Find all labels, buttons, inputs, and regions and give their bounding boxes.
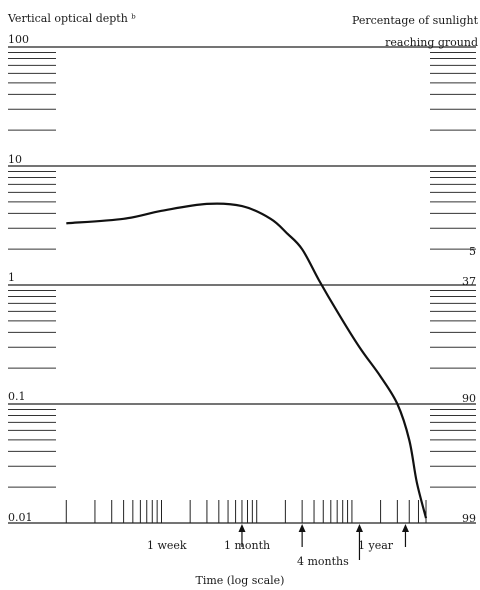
optical-depth-curve xyxy=(66,202,428,519)
right-tick-label: 90 xyxy=(462,392,476,405)
arrow-1-year-head xyxy=(401,524,409,532)
y-tick-label: 1 xyxy=(8,271,15,284)
event-label-1-year: 1 year xyxy=(358,539,394,552)
arrow-1-month-head xyxy=(298,524,306,532)
right-axis-title-line2: reaching ground xyxy=(385,36,478,49)
x-axis-title: Time (log scale) xyxy=(196,574,285,587)
major-gridlines xyxy=(8,46,476,524)
event-label-1-month: 1 month xyxy=(224,539,270,552)
right-tick-label: 5 xyxy=(469,245,476,258)
y-tick-label: 0.01 xyxy=(8,511,33,524)
event-label-1-week: 1 week xyxy=(147,539,187,552)
left-minor-ticks xyxy=(8,51,56,488)
right-tick-label: 99 xyxy=(462,512,476,525)
event-label-4-months: 4 months xyxy=(297,555,349,568)
y-tick-label: 0.1 xyxy=(8,390,26,403)
arrow-1-week-head xyxy=(238,524,246,532)
y-tick-label: 100 xyxy=(8,33,29,46)
left-axis-title: Vertical optical depth ᵇ xyxy=(7,12,136,25)
right-tick-label: 37 xyxy=(462,275,476,288)
right-axis-title-line1: Percentage of sunlight xyxy=(352,14,479,27)
curve-layer xyxy=(66,202,428,519)
x-minor-ticks xyxy=(65,500,427,523)
y-tick-label: 10 xyxy=(8,153,22,166)
arrow-4-months-head xyxy=(355,524,363,532)
event-arrows xyxy=(238,524,409,560)
right-minor-ticks xyxy=(430,51,476,488)
